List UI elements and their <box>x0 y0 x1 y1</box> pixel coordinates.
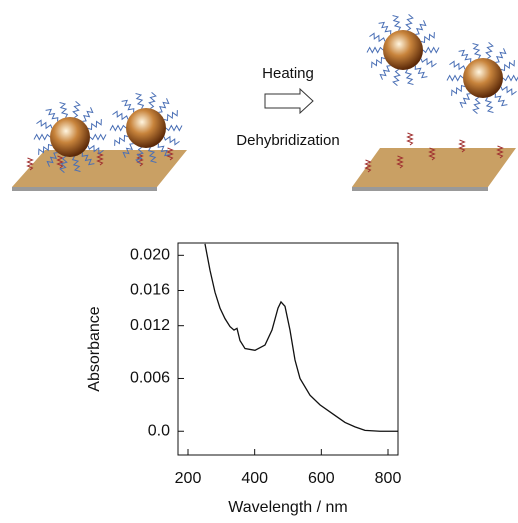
y-axis-label: Absorbance <box>86 306 103 391</box>
strand <box>496 145 504 159</box>
strand <box>38 143 53 155</box>
strand <box>379 65 391 80</box>
strand <box>449 60 466 71</box>
strand <box>369 32 386 43</box>
strand <box>484 97 494 114</box>
strand <box>458 49 472 63</box>
strand <box>59 101 69 118</box>
x-axis-label: Wavelength / nm <box>228 499 347 516</box>
strand <box>494 93 508 107</box>
nanoparticle <box>463 58 503 98</box>
strand <box>420 57 437 68</box>
strand <box>26 157 34 171</box>
x-tick-label: 400 <box>241 470 268 487</box>
strand <box>112 110 129 121</box>
strand <box>36 119 53 130</box>
strand <box>96 152 104 166</box>
strand <box>122 143 134 158</box>
strand <box>81 152 95 166</box>
strand <box>71 156 81 173</box>
step-label: Dehybridization <box>236 132 339 149</box>
step-label: Heating <box>262 65 314 82</box>
strand <box>371 56 386 68</box>
strand <box>404 69 414 86</box>
strand <box>459 93 471 108</box>
strand <box>451 84 466 96</box>
substrate-edge <box>352 187 488 191</box>
strand <box>72 100 81 118</box>
substrate <box>12 150 187 187</box>
strand <box>472 42 482 59</box>
nanoparticle <box>50 117 90 157</box>
strand <box>158 98 170 113</box>
y-tick-label: 0.0 <box>148 422 170 439</box>
strand <box>114 134 129 146</box>
y-tick-label: 0.012 <box>130 317 170 334</box>
nanoparticle <box>383 30 423 70</box>
substrate-edge <box>12 187 157 191</box>
strand <box>500 85 517 96</box>
arrow <box>264 87 314 115</box>
strand <box>366 46 384 54</box>
y-tick-label: 0.016 <box>130 282 170 299</box>
strand <box>163 110 178 122</box>
strand <box>147 147 157 164</box>
strand <box>121 99 135 113</box>
strand <box>392 69 401 87</box>
y-tick-label: 0.006 <box>130 370 170 387</box>
strand <box>378 21 392 35</box>
strand <box>446 74 464 82</box>
strand <box>45 108 59 122</box>
strand <box>136 153 144 167</box>
strand <box>458 139 466 153</box>
strand <box>502 74 518 82</box>
strand <box>166 147 174 161</box>
x-tick-label: 800 <box>375 470 402 487</box>
schematic <box>12 13 518 191</box>
spectrum-line <box>204 243 398 432</box>
strand <box>89 133 107 141</box>
y-tick-label: 0.020 <box>130 247 170 264</box>
strand <box>428 147 436 161</box>
strand <box>414 65 428 79</box>
strand <box>87 119 102 131</box>
strand <box>495 48 507 63</box>
strand <box>392 14 402 31</box>
strand <box>422 46 440 54</box>
strand <box>46 152 58 167</box>
strand <box>82 107 94 122</box>
strand <box>87 144 104 155</box>
strand <box>163 135 180 146</box>
strand <box>364 159 372 173</box>
strand <box>500 60 515 72</box>
strand <box>157 143 171 157</box>
x-tick-label: 600 <box>308 470 335 487</box>
strand <box>59 156 68 174</box>
strand <box>472 97 481 115</box>
strand <box>396 155 404 169</box>
nanoparticle <box>126 108 166 148</box>
strand <box>135 147 144 165</box>
strand <box>109 124 127 132</box>
strand <box>406 132 414 146</box>
strand <box>415 20 427 35</box>
strand <box>165 124 183 132</box>
strand <box>420 32 435 44</box>
x-tick-label: 200 <box>175 470 202 487</box>
substrate <box>352 148 516 187</box>
strand <box>33 133 51 141</box>
strand <box>135 92 145 109</box>
strand <box>485 41 494 59</box>
plot-frame <box>177 242 399 456</box>
strand <box>148 91 157 109</box>
strand <box>405 13 414 31</box>
